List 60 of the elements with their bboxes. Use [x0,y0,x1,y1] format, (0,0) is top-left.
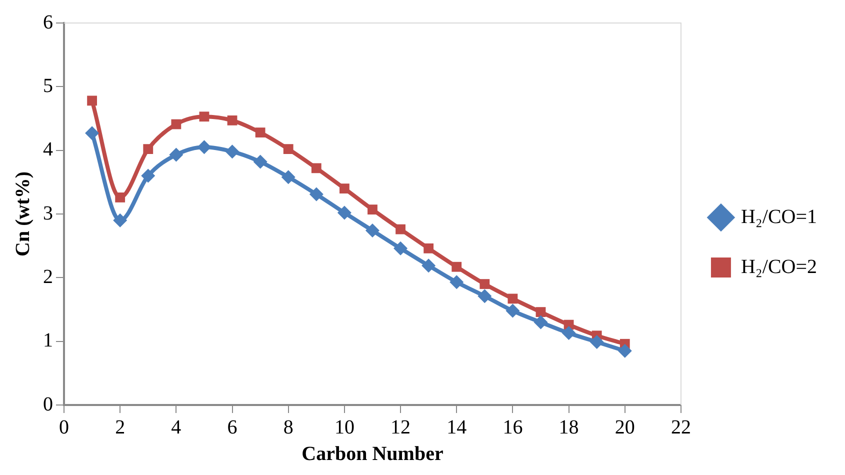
point [169,148,184,162]
x-tick-label: 14 [446,416,467,438]
y-tick-label: 6 [43,11,53,34]
x-tick-label: 8 [283,416,294,438]
point [199,112,210,122]
x-axis-title: Carbon Number [302,443,444,466]
point [562,326,576,340]
point [171,119,182,130]
x-tick-label: 12 [390,416,411,438]
point [478,289,492,304]
point [253,154,268,169]
point [281,170,296,184]
legend-label: H₂/CO=2 [740,256,818,278]
point [197,140,212,154]
y-axis-title: Cn (wt%) [12,172,34,256]
x-tick-label: 0 [59,416,69,438]
y-tick-label: 0 [43,393,53,416]
point [283,144,294,154]
point [368,204,378,214]
point [85,126,100,140]
point [337,206,352,220]
point [339,184,350,194]
y-tick-label: 4 [43,138,53,161]
point [227,115,238,126]
point [396,224,406,234]
point [309,187,324,202]
point [87,96,97,106]
point [255,128,266,138]
point [115,192,126,202]
y-tick-label: 1 [43,330,53,352]
point [508,294,518,304]
legend-label: H₂/CO=1 [740,206,818,228]
x-tick-label: 2 [115,416,126,438]
x-tick-label: 16 [502,416,523,438]
point [424,243,434,254]
point [365,224,380,238]
x-tick-label: 4 [171,416,182,438]
point [506,304,520,318]
y-tick-label: 3 [43,202,53,224]
x-tick-label: 10 [334,416,354,438]
point [534,315,548,330]
point [113,213,128,228]
x-tick-label: 20 [614,416,635,438]
x-tick-label: 6 [227,416,238,438]
point [422,258,436,273]
point [536,307,546,317]
point [618,344,632,358]
x-tick-label: 18 [558,416,579,438]
point [450,275,464,290]
point [141,168,156,183]
point [394,241,408,256]
point [480,279,490,289]
y-tick-label: 2 [43,266,53,288]
x-tick-label: 22 [670,416,691,438]
point [311,163,322,174]
point [225,144,240,159]
point [590,334,604,349]
y-tick-label: 5 [43,74,53,97]
point [452,262,462,272]
point [143,144,154,154]
